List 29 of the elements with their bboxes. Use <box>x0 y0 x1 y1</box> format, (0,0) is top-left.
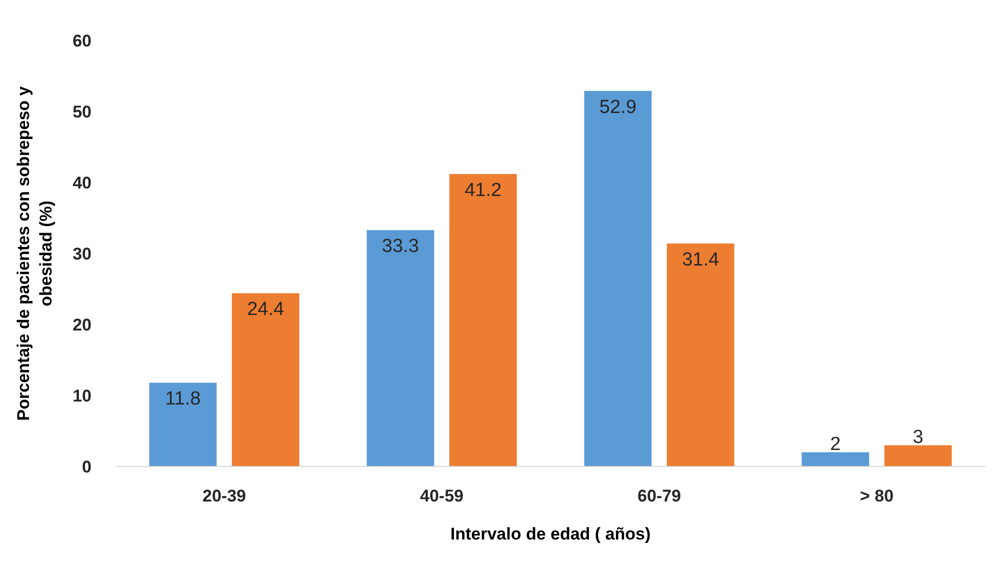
data-label: 2 <box>830 434 841 456</box>
data-label: 24.4 <box>247 299 284 320</box>
data-label: 31.4 <box>682 249 720 270</box>
data-label: 11.8 <box>165 388 201 410</box>
bar <box>149 382 217 466</box>
data-label: 3 <box>912 427 924 448</box>
bar <box>449 174 517 466</box>
data-label: 33.3 <box>382 236 419 257</box>
bar <box>666 244 734 466</box>
bar <box>584 90 652 466</box>
x-tick-label: 20-39 <box>202 486 246 506</box>
bar <box>232 293 300 466</box>
y-tick-label: 0 <box>82 458 92 476</box>
x-axis-title: Intervalo de edad ( años) <box>450 524 651 544</box>
y-tick-label: 60 <box>72 32 92 50</box>
y-tick-label: 30 <box>72 244 92 264</box>
y-tick-label: 40 <box>72 174 92 192</box>
y-axis-title: Porcentaje de pacientes con sobrepeso y obesidad (%) <box>14 86 56 421</box>
y-tick-label: 10 <box>72 386 92 406</box>
bar <box>802 452 870 466</box>
bar <box>884 445 952 466</box>
data-label: 52.9 <box>599 96 636 118</box>
x-tick-label: 60-79 <box>638 486 681 506</box>
y-tick-label: 20 <box>72 316 92 334</box>
bar <box>366 230 434 466</box>
x-tick-label: 40-59 <box>420 486 464 506</box>
y-tick-label: 50 <box>72 102 92 122</box>
data-label: 41.2 <box>464 180 502 201</box>
x-tick-label: > 80 <box>860 486 894 506</box>
